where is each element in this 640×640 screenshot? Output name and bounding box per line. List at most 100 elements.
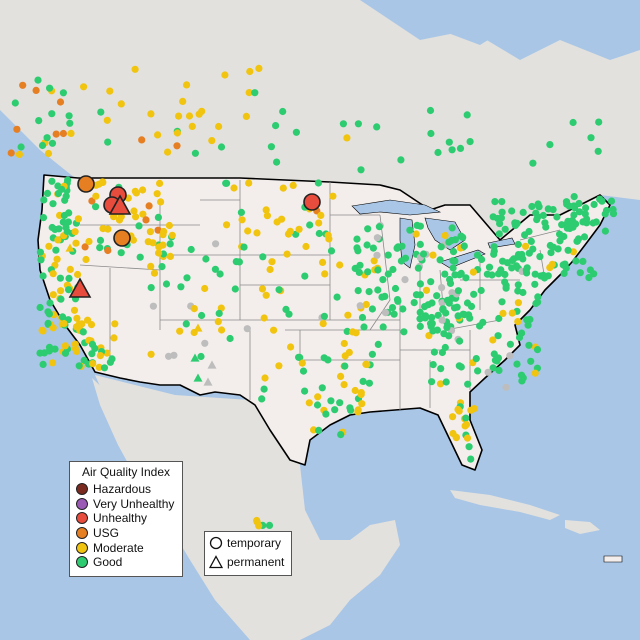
monitor-marker [460,311,468,319]
monitor-marker [341,352,349,360]
monitor-marker [448,146,456,154]
monitor-marker [517,371,526,379]
monitor-marker [211,265,219,273]
monitor-marker [357,389,365,397]
monitor-marker [164,148,172,156]
monitor-marker [414,264,422,272]
monitor-marker [45,343,54,351]
monitor-marker [65,243,75,252]
monitor-marker [64,218,72,226]
monitor-marker [246,67,254,76]
monitor-marker [544,205,552,213]
monitor-marker [502,281,510,290]
monitor-marker [463,111,471,119]
monitor-marker [531,369,539,377]
monitor-marker [282,305,290,313]
legend-label: temporary [227,535,282,550]
monitor-marker [436,380,445,388]
monitor-marker [139,186,147,194]
monitor-marker [553,213,561,221]
monitor-marker [358,400,366,408]
monitor-marker [351,386,359,395]
monitor-marker [501,225,509,233]
monitor-marker [7,149,15,157]
monitor-marker [428,299,436,307]
monitor-marker [564,246,572,254]
circle-icon [209,536,223,549]
monitor-marker [88,197,96,205]
monitor-marker [373,234,381,242]
monitor-marker [65,274,73,282]
monitor-marker [389,265,397,274]
monitor-marker [286,227,294,235]
monitor-marker [63,227,71,236]
monitor-marker [159,231,167,239]
monitor-marker [514,299,523,307]
monitor-marker [57,295,65,303]
monitor-marker [73,314,81,322]
monitor-marker [442,378,450,386]
monitor-marker [251,89,259,97]
monitor-marker [302,242,310,251]
monitor-marker [354,408,362,416]
monitor-marker [590,200,598,209]
monitor-marker [187,245,195,254]
monitor-marker [563,224,571,232]
monitor-marker [358,313,367,322]
monitor-marker [13,125,21,133]
baja-land [92,378,150,485]
monitor-marker [379,323,387,331]
monitor-marker [217,143,226,151]
monitor-marker [466,314,474,322]
legend-label: Very Unhealthy [93,496,175,511]
monitor-marker [525,341,533,349]
monitor-marker [427,278,435,286]
monitor-marker [145,202,153,210]
monitor-marker [306,221,314,229]
monitor-marker [511,219,519,227]
monitor-marker [337,372,345,380]
monitor-marker [314,179,322,187]
monitor-marker [474,367,482,375]
monitor-marker [190,305,198,313]
monitor-marker [362,300,370,309]
monitor-marker [262,206,270,214]
monitor-marker [356,302,364,310]
monitor-marker [539,211,547,220]
monitor-marker [562,264,570,272]
monitor-marker [45,310,54,318]
monitor-marker [428,313,436,322]
monitor-marker [454,287,462,295]
permanent-monitor-marker [108,194,132,215]
monitor-marker [495,230,503,238]
legend-item-good: Good [70,555,182,570]
permanent-monitor-marker [68,277,92,298]
monitor-marker [535,203,543,211]
monitor-marker [289,181,297,189]
monitor-marker [514,251,523,259]
monitor-marker [261,374,269,382]
legend-item-unhealthy: Unhealthy [70,511,182,526]
monitor-marker [301,272,309,280]
usg-swatch [76,527,88,540]
monitor-marker [416,240,424,248]
monitor-marker [110,334,118,342]
monitor-marker [106,358,114,366]
monitor-marker [237,208,245,216]
monitor-marker [59,313,67,321]
monitor-marker [425,332,433,340]
monitor-marker [131,65,139,73]
monitor-marker [65,286,73,294]
monitor-marker [54,236,62,244]
monitor-marker [79,328,87,336]
monitor-marker [201,284,209,293]
monitor-marker [92,203,100,211]
monitor-marker [498,208,506,216]
monitor-marker [177,283,185,291]
monitor-marker [448,294,456,302]
legend-item-permanent: permanent [205,553,291,570]
monitor-marker [52,130,60,138]
temporary-monitor-marker [77,175,95,193]
monitor-marker [532,299,540,308]
monitor-marker [363,360,371,369]
